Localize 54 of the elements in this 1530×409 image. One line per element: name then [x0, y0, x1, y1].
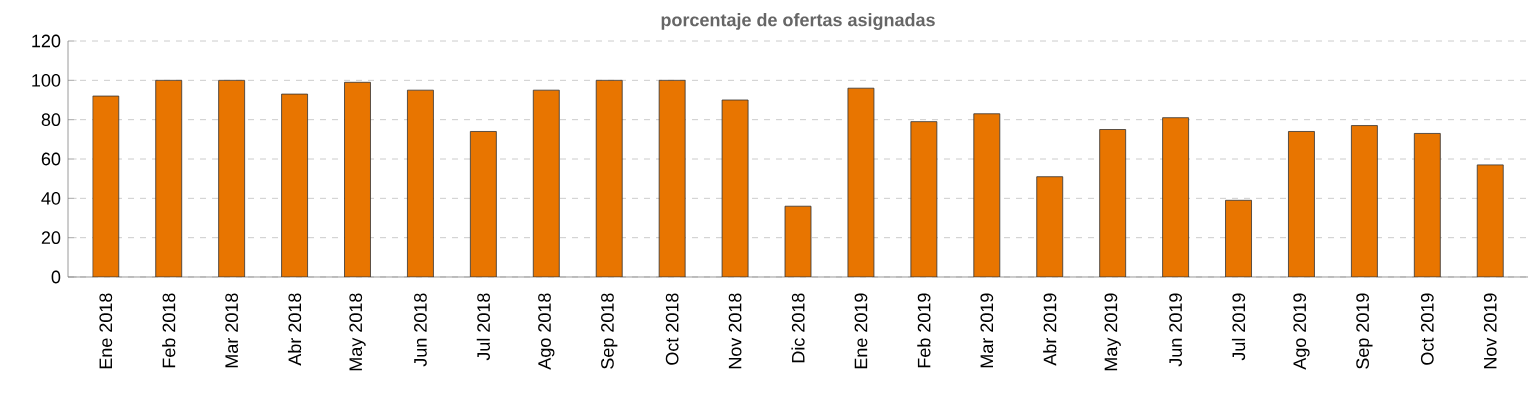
bar	[658, 79, 686, 277]
bar	[469, 131, 497, 277]
bar	[1476, 164, 1504, 277]
chart-title: porcentaje de ofertas asignadas	[661, 13, 935, 30]
x-tick-label: Jul 2018	[476, 293, 490, 361]
x-tick-label: Nov 2018	[728, 293, 742, 369]
y-tick-label: 100	[32, 73, 61, 87]
bar	[344, 81, 371, 277]
x-tick-label: Feb 2019	[917, 293, 931, 368]
x-tick-label: Jun 2018	[414, 293, 427, 367]
x-tick-label: Abr 2018	[287, 293, 302, 366]
x-tick-label: May 2019	[1104, 293, 1121, 371]
x-tick-label: Sep 2019	[1356, 293, 1373, 369]
bar	[973, 113, 1001, 277]
bar	[155, 79, 183, 277]
y-tick-label: 20	[41, 231, 61, 245]
bar	[1162, 117, 1189, 277]
x-tick-label: Mar 2018	[225, 293, 239, 368]
bar	[1288, 131, 1315, 277]
x-tick-label: Ene 2019	[854, 293, 868, 369]
x-tick-label: Sep 2018	[601, 293, 618, 369]
bar	[721, 99, 749, 277]
bar	[784, 205, 812, 277]
x-tick-label: Abr 2019	[1043, 293, 1057, 366]
x-tick-label: Ago 2018	[538, 293, 555, 370]
bar	[1413, 133, 1441, 277]
bar	[595, 79, 623, 277]
bar	[1350, 125, 1378, 277]
y-tick-label: 80	[41, 113, 61, 127]
y-tick-label: 60	[41, 152, 61, 166]
y-tick-label: 0	[51, 270, 61, 284]
x-tick-label: Oct 2018	[665, 293, 679, 365]
y-tick-label: 120	[32, 34, 61, 48]
x-tick-label: Ago 2019	[1293, 293, 1310, 370]
x-tick-label: Jun 2019	[1169, 293, 1182, 367]
bar	[1036, 176, 1064, 277]
bar	[1225, 199, 1252, 277]
x-tick-label: Mar 2019	[980, 293, 994, 368]
bar	[910, 121, 938, 277]
bar	[281, 93, 308, 277]
bar	[407, 89, 434, 277]
x-tick-label: Jul 2019	[1231, 293, 1246, 361]
bar	[532, 89, 560, 277]
x-tick-label: Ene 2018	[99, 293, 113, 369]
x-tick-label: Dic 2018	[791, 293, 805, 363]
x-tick-label: Oct 2019	[1420, 293, 1434, 365]
bar	[1099, 129, 1127, 277]
x-tick-label: Nov 2019	[1483, 293, 1497, 369]
bar	[218, 79, 246, 277]
x-tick-label: Feb 2018	[162, 293, 176, 368]
y-tick-label: 40	[41, 191, 61, 205]
x-tick-label: May 2018	[349, 293, 366, 371]
bar	[92, 95, 120, 277]
bar	[847, 87, 875, 277]
